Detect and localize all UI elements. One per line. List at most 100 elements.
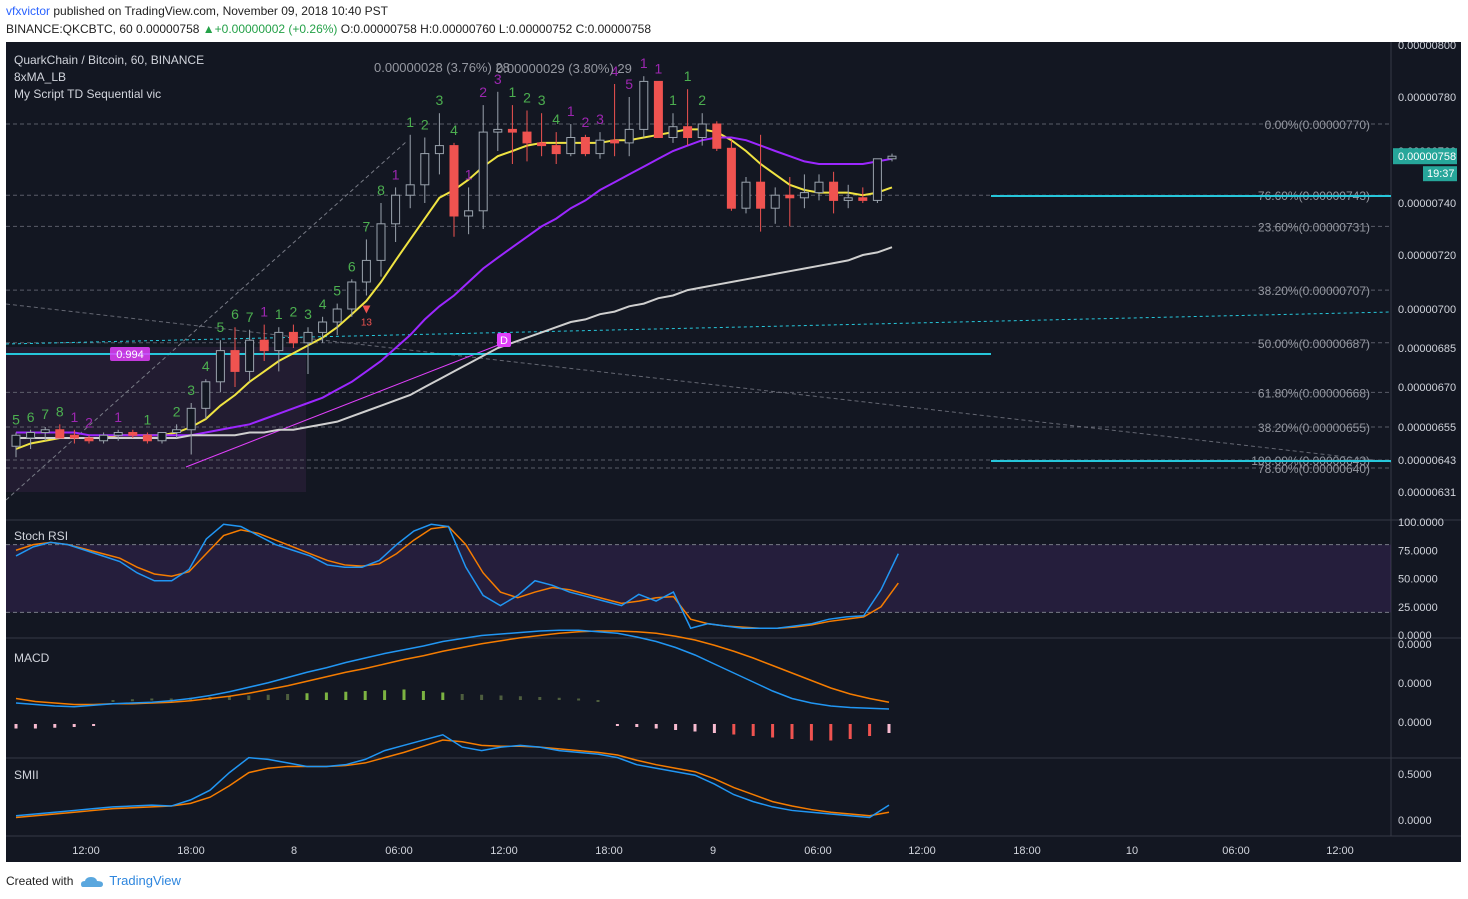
candle-body bbox=[215, 350, 225, 383]
smii-axis-label: 0.5000 bbox=[1398, 769, 1432, 781]
measure-label-2: 0.00000029 (3.80%) 29 bbox=[496, 61, 632, 76]
author-link[interactable]: vfxvictor bbox=[6, 4, 51, 18]
candle-body bbox=[478, 131, 488, 212]
pattern-ratio-label: 0.994 bbox=[116, 349, 144, 361]
td-count-label: 2 bbox=[523, 90, 531, 106]
time-axis-label: 9 bbox=[710, 845, 716, 857]
td-count-label: 5 bbox=[333, 283, 341, 299]
macd-histogram-bar bbox=[790, 724, 794, 739]
time-axis-label: 06:00 bbox=[385, 845, 413, 857]
publish-text: published on TradingView.com, November 0… bbox=[50, 4, 389, 18]
symbol-price: BINANCE:QKCBTC, 60 0.00000758 bbox=[6, 22, 203, 36]
candle-body bbox=[332, 308, 342, 323]
td-count-label: 4 bbox=[450, 122, 458, 138]
candle-body bbox=[172, 429, 182, 433]
td-count-label: 3 bbox=[494, 71, 502, 87]
td-count-label: 1 bbox=[406, 114, 414, 130]
candle-body bbox=[799, 192, 809, 199]
macd-histogram-bar bbox=[150, 698, 154, 701]
smii-fast-line bbox=[15, 733, 890, 819]
fib-level-label: 38.20%(0.00000655) bbox=[1258, 421, 1370, 435]
macd-histogram-bar bbox=[596, 700, 600, 702]
measure-label-1: 0.00000028 (3.76%) 28 bbox=[374, 60, 510, 75]
tradingview-brand-link[interactable]: TradingView bbox=[109, 873, 181, 888]
candle-body bbox=[697, 123, 707, 138]
macd-histogram-bar bbox=[538, 697, 542, 700]
td-count-label: 3 bbox=[436, 92, 444, 108]
candle-body bbox=[391, 194, 401, 225]
candle-body bbox=[653, 80, 663, 138]
td-count-label: 1 bbox=[392, 166, 400, 182]
candle-body bbox=[84, 437, 94, 442]
macd-histogram-bar bbox=[674, 724, 678, 730]
time-axis-label: 18:00 bbox=[1013, 845, 1041, 857]
chart-frame[interactable]: 0.00%(0.00000770) 76.60%(0.00000743) 23.60… bbox=[6, 42, 1461, 862]
legend-smii: SMII bbox=[14, 768, 39, 782]
chart-canvas[interactable]: 0.00%(0.00000770)76.60%(0.00000743)23.60… bbox=[6, 42, 1461, 862]
td-count-label: 6 bbox=[231, 306, 239, 322]
macd-histogram-bar bbox=[615, 724, 619, 726]
td-count-label: 1 bbox=[684, 68, 692, 84]
trend-line-down bbox=[6, 303, 1392, 463]
candle-body bbox=[361, 259, 371, 283]
tradingview-logo-icon bbox=[81, 876, 104, 887]
time-axis-label: 06:00 bbox=[1222, 845, 1250, 857]
macd-histogram-bar bbox=[480, 694, 484, 700]
td-count-label: 1 bbox=[655, 60, 663, 76]
candle-body bbox=[843, 197, 853, 201]
fib-level-label: 38.20%(0.00000707) bbox=[1258, 284, 1370, 298]
candle-body bbox=[712, 123, 722, 149]
td-count-label: 8 bbox=[377, 182, 385, 198]
stoch-axis-label: 0.0000 bbox=[1398, 630, 1432, 642]
price-axis-label: 0.00000685 bbox=[1398, 343, 1456, 355]
candle-body bbox=[142, 434, 152, 442]
td-count-label: 1 bbox=[144, 412, 152, 428]
candle-body bbox=[405, 184, 415, 196]
candle-body bbox=[785, 194, 795, 199]
macd-histogram-bar bbox=[421, 691, 425, 700]
candle-body bbox=[26, 432, 36, 439]
td-count-label: 5 bbox=[12, 412, 20, 428]
pattern-point-label: D bbox=[500, 335, 508, 347]
price-axis-label: 0.00000655 bbox=[1398, 422, 1456, 434]
legend-ma: 8xMA_LB bbox=[14, 70, 67, 84]
candle-body bbox=[99, 434, 109, 442]
candle-body bbox=[230, 350, 240, 372]
td-count-label: 1 bbox=[509, 84, 517, 100]
macd-histogram-bar bbox=[363, 691, 367, 700]
td-count-label: 1 bbox=[567, 103, 575, 119]
candle-body bbox=[566, 137, 576, 155]
legend-macd: MACD bbox=[14, 651, 50, 665]
stoch-band bbox=[6, 544, 1391, 613]
candle-body bbox=[55, 429, 65, 439]
candle-body bbox=[40, 429, 50, 433]
stoch-axis-label: 50.0000 bbox=[1398, 574, 1438, 586]
fib-level-label: 50.00%(0.00000687) bbox=[1258, 337, 1370, 351]
candle-body bbox=[69, 434, 79, 439]
td-count-label: 6 bbox=[27, 409, 35, 425]
candle-body bbox=[113, 432, 123, 436]
candle-body bbox=[872, 158, 882, 201]
countdown-tag bbox=[1423, 166, 1457, 182]
candle-body bbox=[245, 339, 255, 372]
macd-histogram-bar bbox=[383, 690, 387, 700]
smii-axis-label: 0.0000 bbox=[1398, 815, 1432, 827]
time-axis-label: 12:00 bbox=[1326, 845, 1354, 857]
td-count-label: 4 bbox=[319, 296, 327, 312]
macd-histogram-bar bbox=[887, 724, 891, 733]
candle-body bbox=[420, 153, 430, 186]
countdown-label: 19:37 bbox=[1427, 168, 1455, 180]
macd-histogram-bar bbox=[286, 694, 290, 700]
macd-histogram-bar bbox=[829, 724, 833, 741]
candle-body bbox=[551, 145, 561, 155]
candle-body bbox=[157, 432, 167, 442]
candle-body bbox=[858, 197, 868, 201]
publish-header: vfxvictor published on TradingView.com, … bbox=[0, 0, 1468, 44]
time-axis-label: 12:00 bbox=[72, 845, 100, 857]
macd-histogram-bar bbox=[344, 691, 348, 700]
td-count-label: 3 bbox=[187, 382, 195, 398]
candle-body bbox=[741, 181, 751, 209]
price-axis-label: 0.00000800 bbox=[1398, 42, 1456, 52]
td-count-label: 2 bbox=[698, 92, 706, 108]
candle-body bbox=[288, 331, 298, 344]
